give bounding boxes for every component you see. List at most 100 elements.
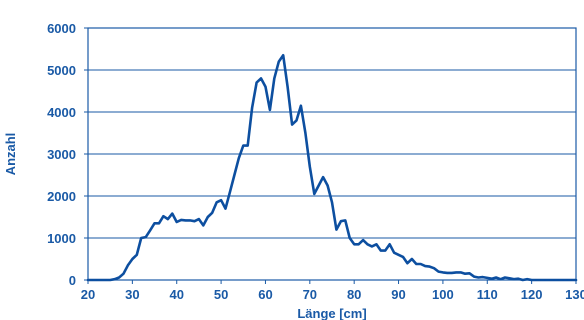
data-point — [393, 252, 395, 254]
data-point — [180, 219, 182, 221]
x-tick-label-4: 60 — [258, 287, 272, 302]
x-tick-label-2: 40 — [169, 287, 183, 302]
data-point — [273, 77, 275, 79]
data-point — [291, 124, 293, 126]
data-point — [389, 243, 391, 245]
data-point — [167, 218, 169, 220]
data-point — [460, 271, 462, 274]
data-point — [433, 267, 435, 269]
data-point — [322, 176, 324, 178]
data-point — [349, 237, 351, 239]
data-point — [477, 276, 479, 279]
data-point — [198, 218, 200, 220]
data-point — [331, 201, 333, 203]
data-point — [473, 276, 475, 278]
data-point — [468, 272, 471, 274]
data-point — [309, 166, 311, 168]
data-point — [171, 213, 173, 215]
data-point — [189, 219, 191, 221]
data-point — [238, 157, 240, 159]
data-point — [566, 279, 568, 281]
data-point — [557, 279, 559, 281]
data-point — [216, 201, 218, 203]
data-point — [269, 109, 271, 111]
data-point — [517, 278, 519, 280]
data-point — [446, 272, 448, 274]
data-point — [340, 220, 342, 222]
data-point — [136, 254, 138, 256]
data-point — [513, 278, 515, 280]
x-tick-label-9: 110 — [477, 287, 498, 302]
data-point — [105, 279, 107, 281]
data-point — [570, 279, 573, 281]
data-point — [437, 271, 440, 273]
data-point — [162, 215, 165, 217]
data-point — [278, 61, 280, 63]
data-point — [193, 220, 196, 222]
data-point — [526, 278, 528, 280]
data-point — [176, 221, 178, 223]
data-point — [149, 229, 151, 232]
data-point — [300, 105, 302, 107]
data-point — [295, 119, 298, 121]
data-point — [344, 219, 346, 221]
x-tick-label-7: 90 — [391, 287, 405, 302]
data-point — [411, 258, 413, 260]
data-point — [535, 279, 537, 281]
data-point — [207, 216, 209, 218]
data-point — [362, 239, 364, 241]
data-point — [504, 276, 506, 279]
series-layer — [86, 53, 578, 282]
data-point — [122, 273, 125, 275]
data-point — [522, 279, 524, 281]
data-point — [264, 86, 267, 88]
data-point — [282, 54, 284, 56]
y-axis-title: Anzahl — [3, 133, 18, 176]
data-point — [255, 82, 258, 84]
data-point — [375, 243, 377, 245]
data-point — [486, 277, 488, 279]
y-tick-label-2: 2000 — [47, 189, 76, 204]
data-point — [380, 250, 382, 252]
data-point — [424, 265, 426, 267]
y-tick-label-1: 1000 — [47, 231, 76, 246]
x-tick-label-6: 80 — [347, 287, 361, 302]
data-point — [185, 219, 187, 221]
x-tick-label-11: 130 — [565, 287, 584, 302]
y-tick-label-4: 4000 — [47, 105, 76, 120]
data-point — [544, 279, 546, 281]
data-point — [420, 263, 422, 265]
data-point — [251, 107, 253, 109]
x-tick-label-8: 100 — [432, 287, 454, 302]
data-point — [353, 243, 355, 245]
x-tick-label-1: 30 — [125, 287, 139, 302]
data-point — [455, 271, 457, 274]
data-point — [575, 279, 577, 281]
data-point — [531, 279, 533, 281]
data-point — [260, 77, 262, 79]
data-point — [562, 279, 564, 281]
data-point — [397, 254, 400, 256]
data-point — [371, 245, 373, 247]
data-point — [287, 86, 289, 88]
data-point — [118, 276, 120, 279]
data-point — [451, 272, 453, 274]
data-point — [304, 132, 306, 134]
data-point — [220, 199, 222, 201]
data-point — [553, 279, 555, 281]
y-tick-label-0: 0 — [69, 273, 76, 288]
y-tick-label-6: 6000 — [47, 21, 76, 36]
data-point — [109, 279, 111, 281]
data-point — [229, 191, 231, 193]
x-tick-label-10: 120 — [521, 287, 543, 302]
data-point — [384, 250, 386, 252]
data-point — [224, 208, 227, 210]
data-point — [335, 229, 338, 231]
x-tick-label-5: 70 — [303, 287, 317, 302]
data-point — [91, 279, 94, 281]
data-point — [548, 279, 550, 281]
data-point — [499, 278, 502, 280]
data-point — [539, 279, 542, 281]
